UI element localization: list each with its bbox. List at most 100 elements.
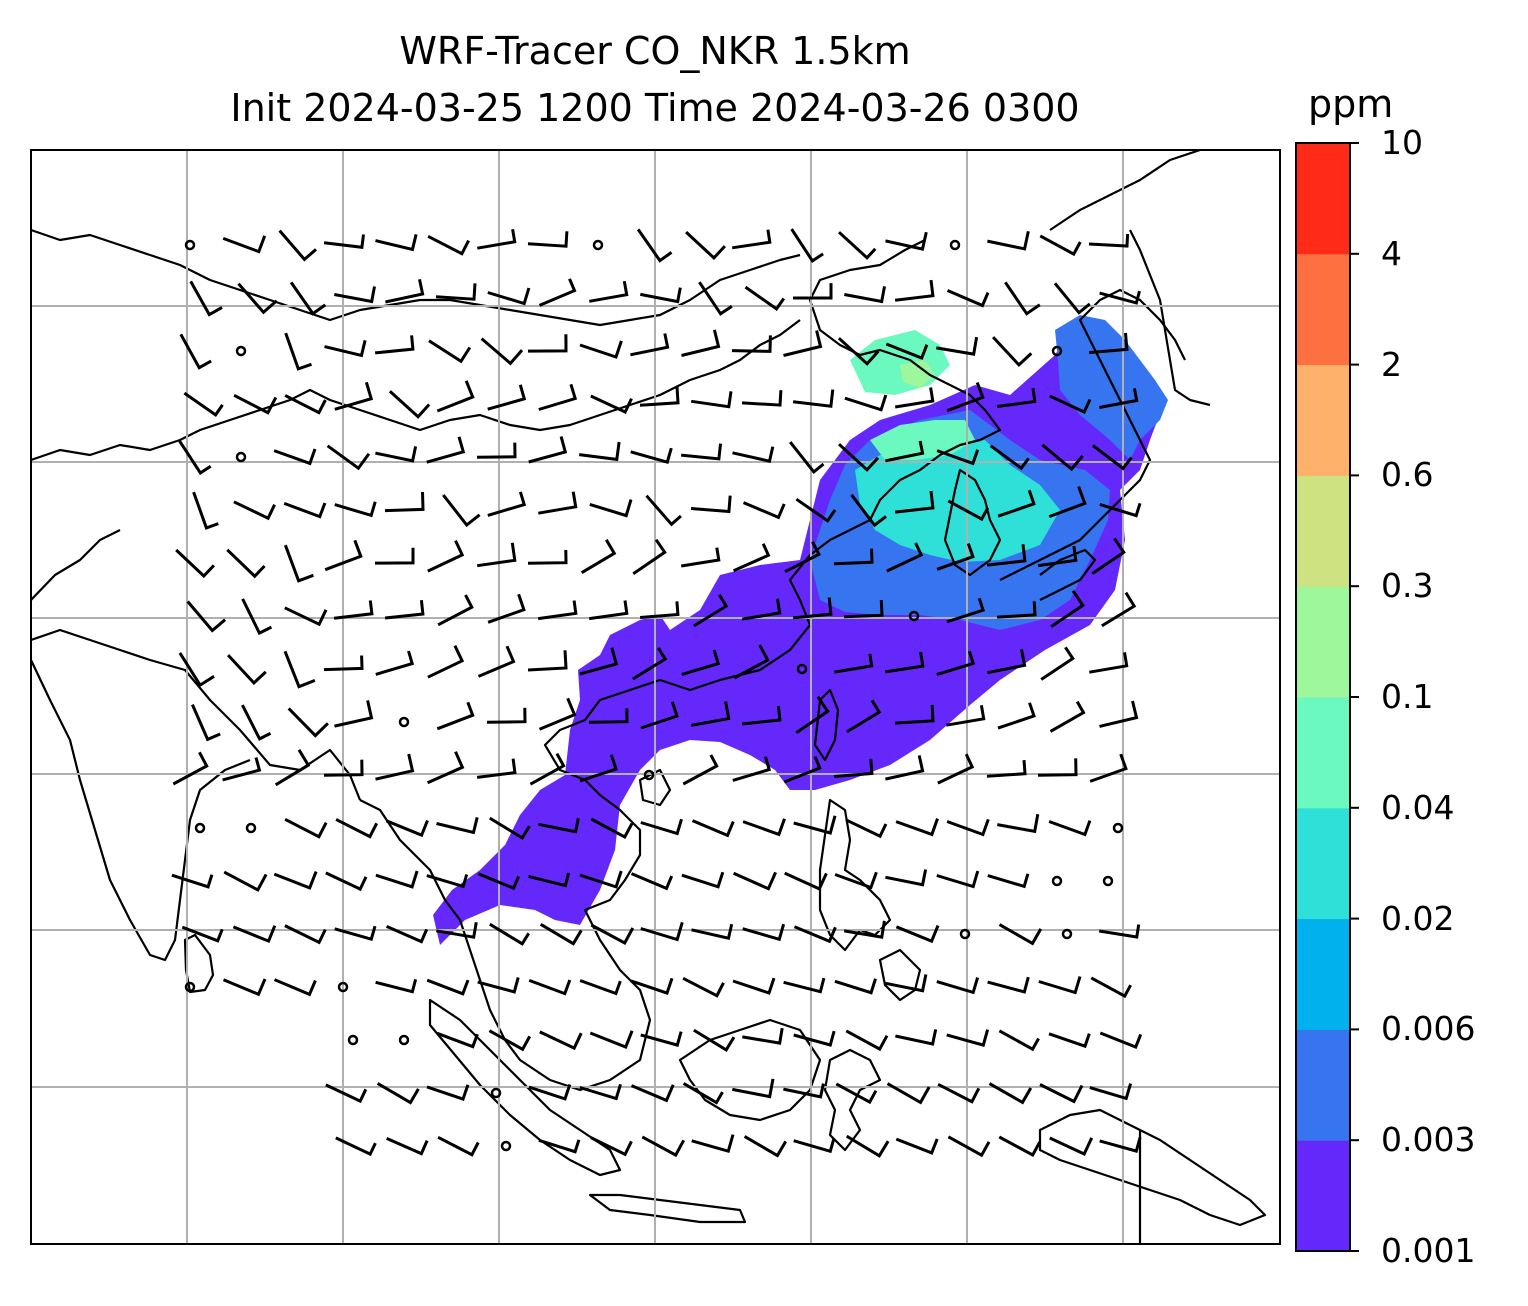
wind-barb (1048, 820, 1092, 837)
wind-barb (222, 757, 262, 782)
wind-barb (226, 548, 266, 579)
wind-barb (742, 598, 782, 621)
coastline-korea (943, 468, 1002, 577)
wind-barb (487, 287, 531, 306)
wind-barb (284, 924, 327, 945)
wind-barb (731, 229, 772, 250)
wind-barb (1039, 1083, 1084, 1104)
wind-barb (539, 923, 583, 946)
wind-barb (489, 922, 530, 946)
wind-barb (325, 1083, 368, 1104)
wind-barb (789, 441, 825, 475)
wind-barb (589, 280, 629, 303)
wind-barb (682, 1082, 724, 1105)
wind-barb (538, 697, 577, 731)
wind-barb (289, 281, 327, 316)
wind-barb (579, 870, 623, 889)
wind-barb (732, 1078, 775, 1099)
wind-barb (480, 337, 524, 366)
colorbar-tick-label: 0.02 (1381, 898, 1455, 938)
wind-barb (792, 597, 833, 620)
wind-barb (385, 1137, 429, 1156)
wind-barb (992, 336, 1033, 368)
wind-barb (283, 501, 327, 519)
wind-barb (884, 651, 925, 674)
wind-barb (834, 978, 877, 995)
wind-barb (384, 600, 425, 620)
wind-barb (987, 649, 1027, 675)
wind-barb (946, 597, 985, 624)
wind-barb (846, 699, 882, 734)
wind-barb (192, 491, 219, 530)
wind-barb (639, 601, 680, 619)
wind-barb (334, 501, 377, 518)
wind-barb (894, 704, 935, 725)
wind-barb (1089, 1083, 1133, 1101)
wind-barb (997, 813, 1040, 834)
wind-barb (538, 1138, 581, 1154)
wind-barb (742, 818, 786, 837)
wind-barb (287, 707, 329, 738)
colorbar-tick-label: 4 (1381, 233, 1402, 273)
wind-barb (998, 923, 1043, 946)
wind-barb (690, 495, 732, 514)
wind-barb (783, 330, 823, 357)
wind-barb (732, 756, 772, 782)
gridlines (31, 150, 1280, 1244)
wind-barb (1049, 1136, 1094, 1156)
wind-barb (375, 753, 415, 781)
wind-barb (589, 499, 633, 518)
wind-barb (375, 446, 418, 463)
colorbar-segment (1296, 918, 1350, 1030)
calm-wind-marker (245, 822, 257, 834)
wind-barb (1099, 388, 1139, 409)
wind-barb (834, 653, 874, 674)
wind-barb (895, 818, 939, 837)
wind-barb (435, 283, 477, 301)
wind-barb (886, 1082, 931, 1105)
wind-barb (630, 1084, 675, 1103)
wind-barb (843, 920, 886, 939)
wind-barb (997, 387, 1037, 408)
wind-barb (1101, 591, 1137, 628)
calm-wind-marker (1061, 928, 1073, 940)
wind-barb (894, 387, 935, 409)
coastline-taiwan (813, 688, 840, 762)
wind-barb (988, 1082, 1033, 1105)
wind-barb (1099, 290, 1141, 305)
wind-barb (844, 394, 888, 412)
wind-barb (1090, 976, 1132, 999)
wind-barb (895, 1029, 938, 1046)
wind-barb (284, 332, 312, 371)
calm-wind-marker (337, 981, 349, 993)
wind-barb (178, 440, 212, 475)
wind-barb (477, 977, 520, 994)
wind-barb (1091, 537, 1126, 575)
wind-barb (186, 600, 227, 633)
calm-wind-marker (398, 1034, 410, 1046)
wind-barb (527, 231, 569, 248)
wind-barb (894, 490, 935, 514)
wind-barb (436, 921, 478, 939)
colorbar-segment (1296, 807, 1350, 920)
wind-barb (681, 649, 721, 676)
wind-barb (385, 925, 429, 944)
wind-barb (172, 751, 209, 786)
wind-barb (175, 548, 215, 579)
wind-barb (834, 871, 878, 890)
wind-barb (947, 499, 990, 522)
wind-barb (333, 600, 374, 620)
wind-barb (183, 391, 224, 417)
wind-barb (1041, 443, 1084, 472)
coastline-india (31, 529, 362, 962)
wind-barb (436, 380, 475, 413)
wind-barb (278, 229, 317, 262)
wind-barb (426, 978, 470, 996)
wind-barb (936, 977, 980, 995)
calm-wind-marker (184, 981, 196, 993)
wind-barb (837, 337, 880, 366)
calm-wind-marker (949, 239, 961, 251)
wind-barb (538, 383, 578, 411)
wind-barb (528, 1084, 572, 1101)
